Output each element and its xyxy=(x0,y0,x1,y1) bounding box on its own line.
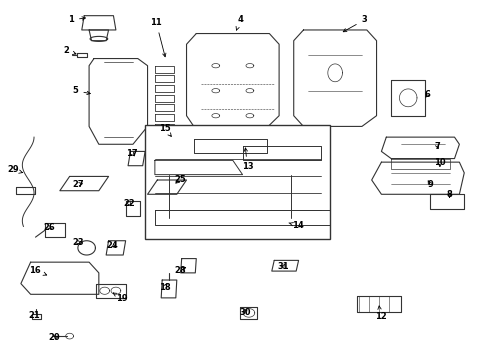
Text: 2: 2 xyxy=(63,46,76,55)
Text: 15: 15 xyxy=(159,124,171,136)
Text: 25: 25 xyxy=(175,175,187,184)
Text: 9: 9 xyxy=(427,180,433,189)
Text: 22: 22 xyxy=(123,199,135,208)
Text: 21: 21 xyxy=(28,311,40,320)
Text: 18: 18 xyxy=(159,283,171,292)
Text: 14: 14 xyxy=(289,221,303,230)
Text: 28: 28 xyxy=(175,266,187,275)
Text: 27: 27 xyxy=(73,180,84,189)
Text: 11: 11 xyxy=(150,18,166,57)
Text: 13: 13 xyxy=(242,148,253,171)
Text: 31: 31 xyxy=(277,262,289,271)
Text: 1: 1 xyxy=(68,15,85,24)
Text: 5: 5 xyxy=(73,86,90,95)
Text: 10: 10 xyxy=(434,158,446,167)
Text: 29: 29 xyxy=(8,166,23,175)
Text: 3: 3 xyxy=(343,15,367,32)
Bar xyxy=(145,125,330,239)
Text: 12: 12 xyxy=(374,306,386,321)
Text: 23: 23 xyxy=(73,238,84,247)
Text: 6: 6 xyxy=(425,90,431,99)
Text: 19: 19 xyxy=(113,293,128,303)
Text: 20: 20 xyxy=(48,333,60,342)
Text: 7: 7 xyxy=(435,141,441,150)
Text: 26: 26 xyxy=(43,222,55,231)
Text: 30: 30 xyxy=(239,309,251,318)
Text: 4: 4 xyxy=(236,15,243,30)
Text: 16: 16 xyxy=(28,266,47,275)
Text: 24: 24 xyxy=(107,240,119,249)
Text: 17: 17 xyxy=(126,149,138,158)
Text: 8: 8 xyxy=(447,190,452,199)
